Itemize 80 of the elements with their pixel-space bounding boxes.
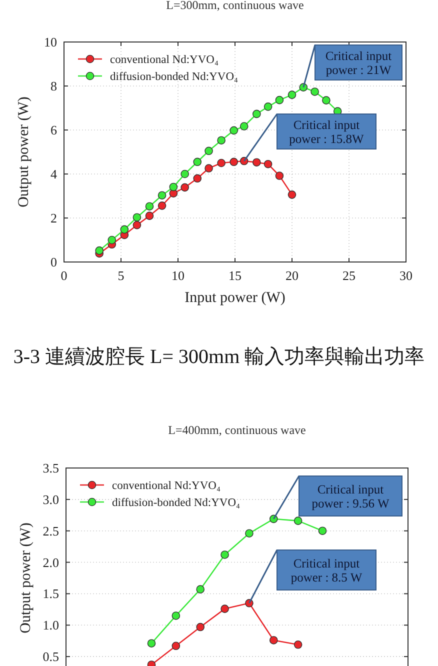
y-tick-label: 2.5 (42, 523, 59, 538)
point (132, 220, 142, 230)
point (172, 612, 180, 620)
point (193, 174, 202, 183)
x-tick-label: 15 (228, 268, 242, 283)
legend-label: conventional Nd:YVO₄ (112, 480, 220, 492)
point (169, 182, 178, 192)
y-tick-label: 1.0 (42, 618, 59, 633)
point (275, 96, 284, 104)
y-tick-label: 8 (50, 78, 57, 94)
point (132, 213, 142, 222)
callout: Critical input power : 15.8W (244, 114, 376, 162)
legend-label: diffusion-bonded Nd:YVO₄ (112, 497, 240, 509)
point (318, 526, 327, 536)
point (220, 604, 229, 613)
y-tick-label: 4 (50, 166, 58, 182)
callout: Critical input power : 21W (302, 44, 402, 88)
y-tick-label: 2.0 (42, 554, 59, 570)
point (252, 110, 261, 118)
point (147, 639, 156, 648)
y-tick-label: 0 (50, 254, 57, 270)
annotation: Critical input power : 15.8W (289, 118, 364, 146)
point (269, 636, 278, 644)
legend-label: conventional Nd:YVO₄ (110, 54, 218, 66)
point (264, 160, 272, 168)
point (288, 190, 296, 199)
point (294, 640, 302, 649)
y-tick-label: 10 (44, 34, 57, 50)
point (220, 550, 229, 559)
point (217, 158, 226, 168)
y-tick-label: 1.5 (42, 586, 59, 602)
point (108, 236, 116, 244)
point (230, 158, 238, 166)
point (204, 164, 213, 172)
point (322, 96, 330, 104)
callout: Critical input power : 8.5 W (248, 550, 376, 604)
point (275, 172, 284, 180)
point (180, 183, 189, 192)
annotation: Critical input power : 9.56 W (312, 482, 390, 510)
y-tick-label: 3.5 (42, 460, 59, 476)
point (264, 102, 272, 111)
x-axis-title: Input power (W) (184, 290, 286, 306)
point (180, 170, 189, 178)
point (193, 158, 202, 166)
annotation: Critical input power : 8.5 W (290, 556, 362, 584)
y-tick-label: 0.5 (42, 649, 59, 664)
x-tick-label: 25 (342, 268, 356, 283)
callout: Critical input power : 9.56 W (273, 476, 402, 520)
annotation: Critical input power : 21W (325, 49, 392, 77)
point (95, 246, 104, 255)
point (252, 158, 261, 166)
point (196, 585, 205, 594)
point (245, 529, 254, 538)
x-tick-label: 20 (286, 268, 298, 283)
point (145, 212, 154, 220)
chart-title: L=400mm, continuous wave (168, 423, 306, 437)
point (158, 202, 166, 210)
point (145, 202, 154, 210)
y-tick-label: 3.0 (42, 492, 59, 507)
y-tick-label: 2 (50, 210, 57, 226)
point (288, 90, 296, 99)
point (196, 622, 205, 632)
y-tick-label: 6 (50, 122, 58, 138)
y-axis-title: Output power (W) (18, 522, 34, 634)
point (204, 146, 213, 156)
point (158, 191, 166, 200)
x-tick-label: 10 (172, 268, 184, 283)
text: 3-3 連續波腔長 L= 300mm 輸入功率與輸出功率 (13, 346, 425, 368)
point (172, 642, 180, 650)
point (217, 136, 226, 144)
x-tick-label: 30 (400, 268, 412, 283)
x-tick-label: 5 (118, 268, 124, 283)
point (294, 516, 302, 525)
chart-title: L=300mm, continuous wave (166, 0, 304, 12)
point (230, 126, 238, 135)
legend-label: diffusion-bonded Nd:YVO₄ (110, 71, 238, 83)
point (240, 122, 248, 130)
point (310, 88, 319, 96)
point (120, 225, 129, 234)
y-axis-title: Output power (W) (16, 96, 32, 208)
